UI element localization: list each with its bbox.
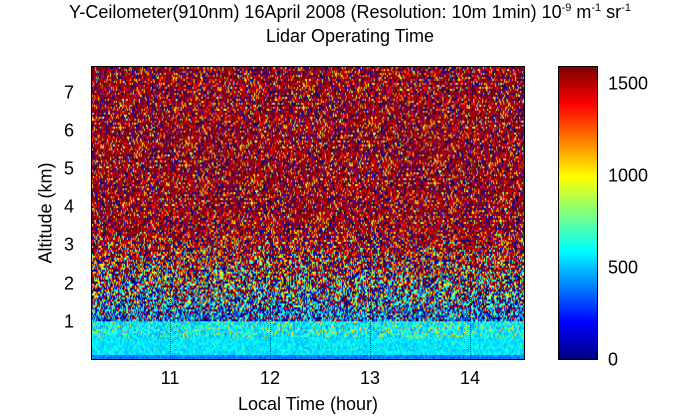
x-gridline [270,66,271,360]
y-tick-label: 1 [64,311,75,332]
y-tick-label: 7 [64,82,75,103]
colorbar-tick-label: 1500 [608,73,649,94]
chart-title: Y-Ceilometer(910nm) 16April 2008 (Resolu… [69,2,631,22]
y-axis-label: Altitude (km) [35,162,56,264]
colorbar-tick-label: 500 [608,257,639,278]
x-axis-label: Local Time (hour) [237,394,379,414]
chart-subtitle: Lidar Operating Time [265,26,435,46]
x-tick-label: 12 [259,368,281,388]
colorbar-tick-label: 0 [608,349,619,370]
x-gridline [470,66,471,360]
heatmap-plot-area [91,66,525,360]
colorbar [558,66,598,360]
y-tick-label: 4 [64,196,75,217]
x-tick-label: 11 [160,368,180,388]
y-tick-label: 5 [64,158,75,179]
x-gridline [370,66,371,360]
y-tick-label: 2 [64,273,75,294]
colorbar-gradient [559,67,597,359]
y-tick-label: 3 [64,234,75,255]
x-tick-label: 14 [459,368,481,388]
heatmap-cells [92,67,524,359]
x-tick-label: 13 [359,368,381,388]
y-tick-label: 6 [64,120,75,141]
x-gridline [170,66,171,360]
colorbar-tick-label: 1000 [608,165,649,186]
